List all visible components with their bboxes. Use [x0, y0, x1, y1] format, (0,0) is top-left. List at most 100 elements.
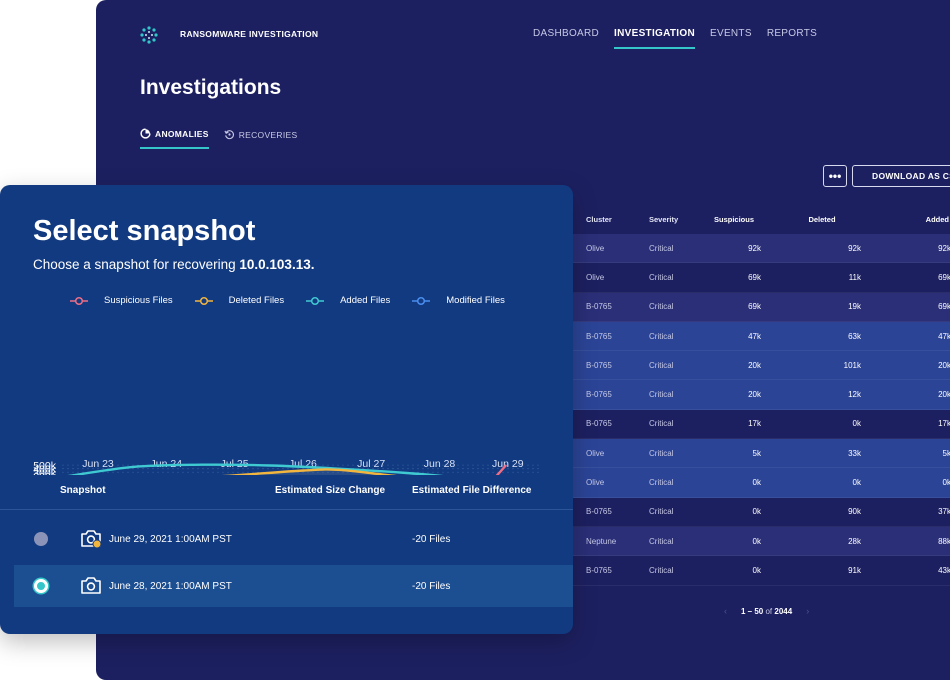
cell-cluster: Olive: [586, 478, 605, 488]
nav-events[interactable]: EVENTS: [710, 28, 752, 39]
table-row[interactable]: B-0765 Critical 20k 101k 20k: [572, 351, 950, 381]
cell-suspicious: 0k: [752, 565, 761, 575]
tab-recoveries-label: RECOVERIES: [238, 129, 298, 140]
cell-suspicious: 69k: [748, 302, 761, 312]
cell-deleted: 0k: [852, 478, 861, 488]
page-total: 2044: [774, 606, 793, 616]
snapshot-file-difference: -20 Files: [412, 534, 451, 545]
y-tick-label: 100k: [33, 474, 57, 475]
col-cluster[interactable]: Cluster: [586, 214, 612, 224]
cell-added: 0k: [942, 478, 950, 488]
legend-modified[interactable]: Modified Files: [412, 295, 505, 306]
cell-deleted: 101k: [843, 360, 861, 370]
snapshot-date: June 28, 2021 1:00AM PST: [109, 581, 232, 592]
cell-cluster: B-0765: [586, 302, 612, 312]
cell-cluster: Olive: [586, 272, 605, 282]
col-file-difference: Estimated File Difference: [412, 485, 532, 496]
cell-severity: Critical: [649, 565, 674, 575]
cell-added: 47k: [938, 331, 950, 341]
camera-icon: [81, 577, 101, 594]
table-row[interactable]: B-0765 Critical 0k 90k 37k: [572, 498, 950, 527]
nav-dashboard[interactable]: DASHBOARD: [533, 28, 600, 39]
cell-suspicious: 0k: [752, 507, 761, 517]
legend-suspicious[interactable]: Suspicious Files: [70, 295, 173, 306]
cell-severity: Critical: [649, 331, 674, 341]
snapshot-table-header: Snapshot Estimated Size Change Estimated…: [0, 485, 573, 510]
cell-cluster: B-0765: [586, 419, 612, 429]
col-added[interactable]: Added: [925, 214, 949, 224]
col-suspicious[interactable]: Suspicious: [713, 214, 754, 224]
legend-deleted[interactable]: Deleted Files: [194, 295, 285, 306]
table-row[interactable]: Neptune Critical 0k 28k 88k: [572, 526, 950, 557]
cell-added: 20k: [938, 390, 950, 400]
table-row[interactable]: Olive Critical 5k 33k 5k: [572, 439, 950, 469]
added-files-line: [67, 463, 445, 475]
cell-severity: Critical: [649, 536, 674, 546]
x-tick-label: Jun 29: [492, 458, 524, 470]
cell-cluster: Neptune: [586, 536, 617, 546]
legend-modified-marker: [412, 296, 431, 305]
card-subtitle: Choose a snapshot for recovering 10.0.10…: [33, 257, 314, 272]
table-row[interactable]: B-0765 Critical 0k 91k 43k: [572, 556, 950, 586]
legend-added[interactable]: Added Files: [306, 295, 390, 306]
card-subtitle-ip: 10.0.103.13.: [239, 257, 315, 272]
download-csv-button[interactable]: DOWNLOAD AS CSV: [852, 165, 950, 187]
nav-investigation[interactable]: INVESTIGATION: [614, 28, 695, 49]
x-tick-label: Jul 27: [357, 458, 385, 470]
cell-suspicious: 92k: [748, 243, 761, 253]
cell-severity: Critical: [649, 478, 674, 488]
snapshot-radio-selected[interactable]: [34, 579, 48, 593]
cell-added: 37k: [938, 507, 950, 517]
table-row[interactable]: Olive Critical 92k 92k 92k: [572, 234, 950, 264]
cell-deleted: 63k: [848, 331, 861, 341]
table-row[interactable]: B-0765 Critical 47k 63k 47k: [572, 321, 950, 352]
cell-added: 88k: [938, 536, 950, 546]
table-body: Olive Critical 92k 92k 92k Olive Critical 69k 11…: [572, 234, 950, 586]
table-row[interactable]: B-0765 Critical 20k 12k 20k: [572, 380, 950, 410]
cell-added: 20k: [938, 360, 950, 370]
anomalies-table: Cluster Severity Suspicious Deleted Adde…: [572, 204, 950, 586]
table-row[interactable]: Olive Critical 0k 0k 0k: [572, 468, 950, 498]
snapshot-radio[interactable]: [34, 532, 48, 546]
snapshot-row[interactable]: June 29, 2021 1:00AM PST -20 Files: [14, 518, 573, 560]
cell-suspicious: 20k: [748, 360, 761, 370]
tab-anomalies-label: ANOMALIES: [155, 128, 209, 139]
cell-severity: Critical: [649, 390, 674, 400]
cell-deleted: 28k: [848, 536, 861, 546]
table-row[interactable]: B-0765 Critical 69k 19k 69k: [572, 292, 950, 322]
prev-page-button[interactable]: ‹: [724, 606, 727, 616]
cell-severity: Critical: [649, 243, 674, 253]
cell-suspicious: 47k: [748, 331, 761, 341]
deleted-files-line: [221, 468, 398, 475]
tab-anomalies[interactable]: ANOMALIES: [140, 128, 209, 149]
x-tick-label: Jun 24: [151, 458, 183, 470]
cell-suspicious: 20k: [748, 390, 761, 400]
x-tick-label: Jun 28: [424, 458, 456, 470]
next-page-button[interactable]: ›: [806, 606, 810, 616]
cell-added: 5k: [942, 448, 950, 458]
cell-suspicious: 0k: [752, 478, 761, 488]
cell-suspicious: 17k: [748, 419, 761, 429]
page-range: 1 – 50 of 2044: [741, 607, 792, 616]
col-deleted[interactable]: Deleted: [808, 214, 836, 224]
cell-deleted: 12k: [848, 390, 861, 400]
table-row[interactable]: Olive Critical 69k 11k 69k: [572, 263, 950, 293]
snapshot-row-selected[interactable]: June 28, 2021 1:00AM PST -20 Files: [14, 565, 573, 607]
pagination: ‹ 1 – 50 of 2044 ›: [724, 606, 809, 616]
subtabs: ANOMALIES RECOVERIES: [140, 128, 297, 149]
cell-cluster: B-0765: [586, 565, 612, 575]
table-row[interactable]: B-0765 Critical 17k 0k 17k: [572, 410, 950, 440]
app-title: RANSOMWARE INVESTIGATION: [180, 29, 319, 39]
legend-deleted-label: Deleted Files: [228, 295, 285, 306]
nav-reports[interactable]: REPORTS: [766, 28, 818, 39]
legend-modified-label: Modified Files: [446, 295, 505, 306]
col-snapshot: Snapshot: [60, 485, 106, 496]
tab-recoveries[interactable]: RECOVERIES: [224, 128, 298, 149]
more-options-button[interactable]: •••: [823, 165, 847, 187]
cell-suspicious: 5k: [752, 448, 761, 458]
snapshot-file-difference: -20 Files: [412, 581, 451, 592]
col-severity[interactable]: Severity: [649, 214, 679, 224]
cell-suspicious: 0k: [752, 536, 761, 546]
cell-suspicious: 69k: [748, 272, 761, 282]
